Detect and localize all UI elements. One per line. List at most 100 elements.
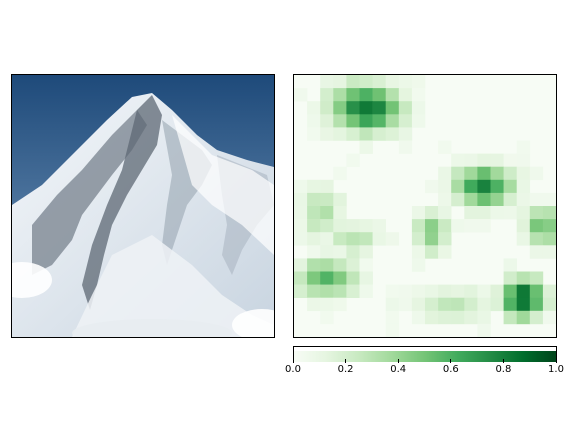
heatmap-cell — [359, 101, 373, 115]
heatmap-cell — [398, 140, 413, 154]
heatmap-cell — [516, 232, 531, 246]
heatmap-cell — [320, 192, 334, 207]
heatmap-cell — [333, 271, 347, 285]
heatmap-cell — [464, 179, 478, 194]
snow-slope-lower — [72, 235, 274, 337]
heatmap-cell — [333, 88, 347, 102]
colorbar-tick-label: 0.2 — [337, 364, 354, 375]
heatmap-cell — [411, 284, 426, 298]
heatmap-cell — [320, 179, 334, 194]
heatmap-cell — [385, 310, 400, 325]
heatmap-cell — [320, 88, 334, 102]
heatmap-cell — [529, 310, 544, 325]
heatmap-cell — [516, 284, 531, 298]
heatmap-cell — [346, 75, 360, 89]
heatmap-cell — [438, 219, 452, 233]
heatmap-cell — [398, 284, 413, 298]
colorbar-tick-label: 0.0 — [285, 364, 301, 375]
heatmap-cell — [411, 206, 426, 220]
heatmap-cell — [320, 219, 334, 233]
heatmap-cell — [464, 310, 478, 325]
colorbar — [293, 346, 557, 362]
heatmap-cell — [516, 140, 531, 154]
heatmap-cell — [346, 153, 360, 167]
heatmap-cell — [503, 192, 517, 207]
heatmap-cell — [320, 114, 334, 128]
heatmap-cell — [346, 114, 360, 128]
colorbar-tick — [450, 359, 452, 363]
heatmap-cell — [438, 166, 452, 181]
heatmap-cell — [529, 271, 544, 285]
heatmap-cell — [385, 101, 400, 115]
heatmap-cell — [294, 232, 308, 246]
cloud-right — [232, 309, 274, 337]
heatmap-cell — [307, 284, 321, 298]
heatmap-cell — [411, 101, 426, 115]
cloud-bottom — [72, 319, 232, 337]
rock-face-west — [32, 110, 147, 275]
heatmap-cell — [438, 310, 452, 325]
heatmap-cell — [438, 297, 452, 312]
colorbar-tick — [292, 359, 294, 363]
heatmap-cell — [516, 206, 531, 220]
colorbar-tick-label: 0.8 — [495, 364, 512, 375]
heatmap-cell — [385, 127, 400, 141]
heatmap-cell — [307, 232, 321, 246]
heatmap-cell — [333, 75, 347, 89]
heatmap-cell — [346, 258, 360, 272]
heatmap-cell — [529, 166, 544, 181]
heatmap-cell — [346, 101, 360, 115]
heatmap-cell — [529, 206, 544, 220]
heatmap-cell — [490, 166, 504, 181]
heatmap-grid — [294, 75, 556, 337]
heatmap-cell — [333, 219, 347, 233]
heatmap-cell — [411, 88, 426, 102]
heatmap-cell — [320, 258, 334, 272]
heatmap-cell — [359, 75, 373, 89]
heatmap-cell — [438, 284, 452, 298]
heatmap-cell — [320, 75, 334, 89]
heatmap-cell — [425, 179, 439, 194]
heatmap-cell — [411, 75, 426, 89]
heatmap-cell — [385, 323, 400, 337]
heatmap-cell — [542, 245, 556, 259]
heatmap-cell — [438, 206, 452, 220]
heatmap-cell — [307, 245, 321, 259]
heatmap-cell — [503, 166, 517, 181]
heatmap-cell — [464, 284, 478, 298]
heatmap-cell — [490, 192, 504, 207]
heatmap-cell — [294, 206, 308, 220]
heatmap-cell — [529, 232, 544, 246]
heatmap-cell — [438, 232, 452, 246]
heatmap-cell — [425, 232, 439, 246]
colorbar-tick — [397, 359, 399, 363]
heatmap-cell — [411, 310, 426, 325]
heatmap-cell — [307, 192, 321, 207]
heatmap-cell — [372, 232, 386, 246]
heatmap-cell — [346, 232, 360, 246]
heatmap-cell — [307, 271, 321, 285]
heatmap-cell — [359, 284, 373, 298]
heatmap-cell — [385, 114, 400, 128]
heatmap-cell — [490, 284, 504, 298]
heatmap-cell — [464, 153, 478, 167]
heatmap-cell — [425, 245, 439, 259]
heatmap-cell — [294, 219, 308, 233]
heatmap-cell — [438, 179, 452, 194]
heatmap-cell — [477, 153, 491, 167]
heatmap-cell — [503, 284, 517, 298]
heatmap-cell — [477, 219, 491, 233]
heatmap-cell — [411, 297, 426, 312]
heatmap-cell — [516, 192, 531, 207]
heatmap-cell — [438, 192, 452, 207]
heatmap-cell — [477, 284, 491, 298]
cloud-left — [12, 262, 52, 298]
heatmap-cell — [477, 323, 491, 337]
colorbar-ticks: 0.0 0.2 0.4 0.6 0.8 1.0 — [285, 359, 564, 379]
heatmap-cell — [320, 101, 334, 115]
mountain-photo — [11, 74, 275, 338]
heatmap-cell — [464, 297, 478, 312]
heatmap-cell — [425, 310, 439, 325]
heatmap-cell — [346, 271, 360, 285]
heatmap-cell — [477, 297, 491, 312]
